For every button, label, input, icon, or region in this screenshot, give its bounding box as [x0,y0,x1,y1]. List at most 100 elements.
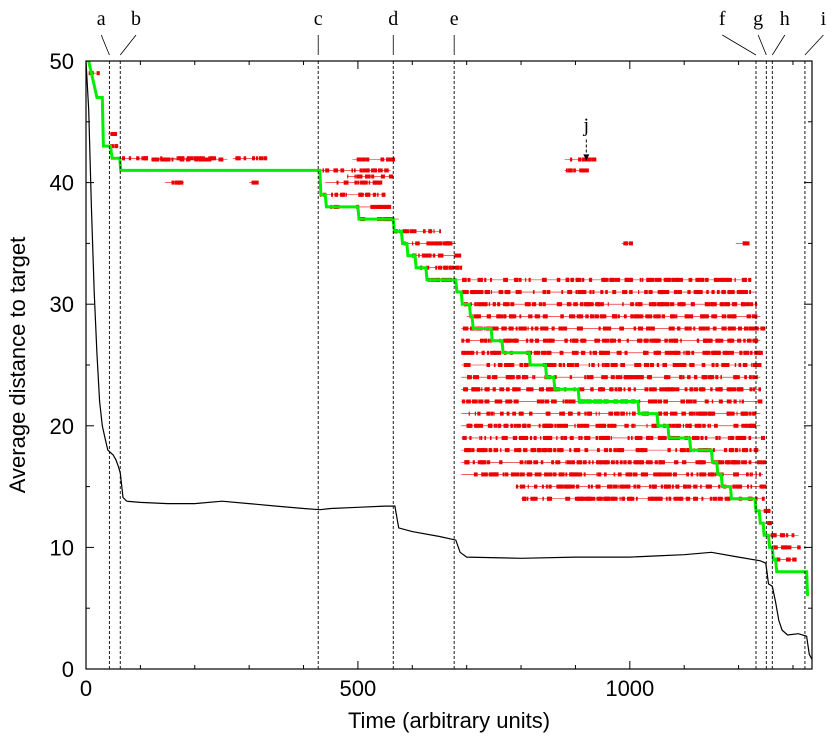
candidate-mark [638,399,641,404]
candidate-mark [559,472,565,477]
candidate-mark [588,496,592,501]
candidate-mark [664,350,669,355]
candidate-mark [750,448,752,453]
candidate-mark [662,435,667,440]
candidate-mark [487,338,490,343]
candidate-mark [524,375,529,380]
candidate-mark [632,472,638,477]
candidate-mark [467,277,471,282]
candidate-mark [565,472,568,477]
candidate-mark [508,314,514,319]
candidate-mark [770,521,772,526]
candidate-mark [595,423,601,428]
candidate-mark [699,326,704,331]
candidate-mark [737,387,742,392]
candidate-mark [533,350,538,355]
candidate-mark [558,326,561,331]
candidate-mark [463,363,466,367]
candidate-mark [589,157,592,162]
candidate-mark [606,326,612,331]
candidate-mark [629,460,632,465]
candidate-mark [486,460,491,465]
candidate-mark [712,496,718,501]
candidate-mark [360,192,364,197]
candidate-mark [626,338,629,343]
candidate-mark [752,375,756,380]
candidate-mark [495,326,499,331]
candidate-mark [592,350,597,355]
candidate-mark [378,168,383,173]
candidate-mark [631,435,633,440]
candidate-mark [478,314,481,319]
candidate-mark [592,460,594,465]
candidate-mark [598,302,600,307]
candidate-mark [636,314,640,319]
candidate-mark [674,290,677,295]
candidate-mark [653,350,659,355]
event-marker-f: f [719,8,757,669]
x-tick-label: 1000 [605,676,654,701]
candidate-mark [734,375,740,380]
candidate-mark [251,156,255,161]
candidate-mark [499,399,501,404]
candidate-mark [371,168,376,173]
candidate-mark [673,338,679,343]
candidate-mark [748,411,751,416]
candidate-mark [562,363,565,367]
candidate-mark [565,460,567,465]
candidate-mark [493,387,496,392]
candidate-mark [734,277,736,282]
candidate-mark [677,290,682,295]
candidate-mark [189,157,191,162]
candidate-mark [701,277,705,282]
candidate-mark [668,375,671,380]
candidate-mark [774,533,777,538]
candidate-mark [522,326,524,331]
candidate-mark [608,411,613,416]
candidate-mark [788,545,792,550]
candidate-mark [619,350,622,355]
candidate-row [760,508,772,513]
candidate-mark [711,411,715,416]
candidate-mark [516,423,521,428]
candidate-mark [463,399,466,404]
candidate-mark [637,448,642,453]
candidate-mark [686,472,690,477]
candidate-mark [740,290,745,295]
candidate-mark [538,302,543,307]
candidate-mark [345,192,347,197]
candidate-mark [745,302,751,307]
candidate-mark [523,326,527,331]
candidate-mark [728,350,732,355]
candidate-mark [680,338,682,343]
candidate-mark [654,277,660,282]
candidate-mark [701,496,704,501]
candidate-mark [728,387,734,392]
candidate-mark [504,290,508,295]
candidate-mark [525,277,527,282]
candidate-mark [578,326,583,331]
candidate-mark [354,174,356,179]
candidate-mark [695,277,697,282]
candidate-mark [753,448,757,453]
candidate-mark [747,484,749,489]
candidate-mark [693,387,699,392]
candidate-mark [322,168,325,173]
candidate-mark [733,290,735,295]
candidate-mark [615,411,620,416]
candidate-mark [496,472,499,477]
candidate-mark [648,460,653,465]
candidate-mark [585,423,590,428]
y-tick-label: 50 [50,49,74,74]
candidate-mark [465,363,469,367]
candidate-mark [440,241,443,246]
candidate-mark [721,326,727,331]
candidate-mark [580,350,584,355]
candidate-mark [623,460,627,465]
candidate-mark [463,350,465,355]
candidate-mark [616,387,618,392]
candidate-mark [697,277,700,282]
candidate-mark [559,350,564,355]
y-tick-label: 10 [50,535,74,560]
candidate-mark [722,350,728,355]
